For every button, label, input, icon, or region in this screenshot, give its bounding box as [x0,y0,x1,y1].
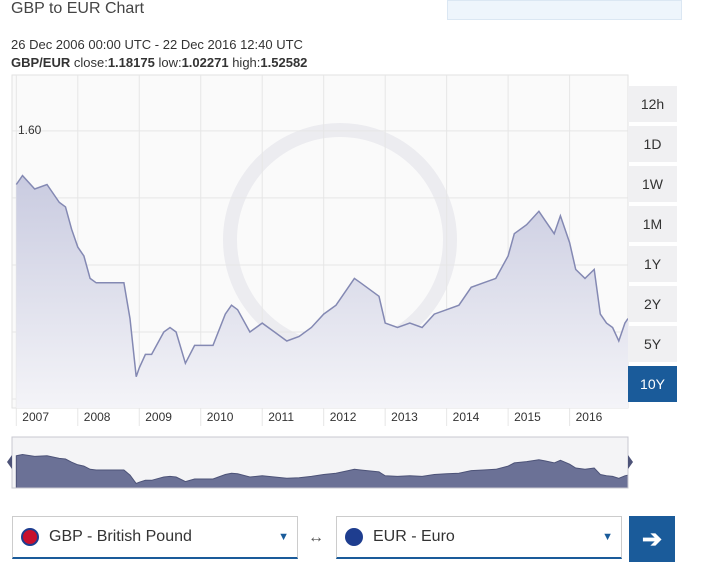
period-button[interactable]: 10Y [628,366,677,402]
y-tick-label: 1.60 [18,123,42,137]
x-tick-label: 2012 [330,410,357,424]
close: 1.18175 [107,55,155,70]
close-label: close: [73,55,108,70]
x-tick-label: 2010 [207,410,234,424]
go-button[interactable]: ➔ [629,516,675,562]
area [16,175,629,408]
x-tick-label: 2011 [268,410,294,424]
flag [21,528,39,546]
x-tick-label: 2013 [391,410,418,424]
line [15,174,629,377]
period-button[interactable]: 1Y [628,246,677,282]
handle [7,455,12,469]
low: 1.02271 [181,55,229,70]
flag [345,528,363,546]
x-tick-label: 2015 [514,410,541,424]
navigator-area [15,453,629,489]
period-button[interactable]: 12h [628,86,677,122]
period-button[interactable]: 1W [628,166,677,202]
period-button[interactable]: 5Y [628,326,677,362]
range: 26 Dec 2006 00:00 UTC - 22 Dec 2016 12:4… [11,37,303,52]
period-button[interactable]: 1M [628,206,677,242]
to-select[interactable]: EUR - Euro ▼ [336,516,622,559]
x-tick-label: 2014 [453,410,480,424]
high-label: high: [232,55,261,70]
info: 26 Dec 2006 00:00 UTC - 22 Dec 2016 12:4… [11,36,351,72]
to-label: EUR - Euro [373,528,455,545]
low-label: low: [158,55,182,70]
from-select[interactable]: GBP - British Pound ▼ [12,516,298,559]
chart: 1.001.151.301.451.6020072008200920102011… [7,74,633,489]
x-tick-label: 2008 [84,410,111,424]
period-button[interactable]: 2Y [628,286,677,322]
from-label: GBP - British Pound [49,528,192,545]
x-tick-label: 2009 [145,410,172,424]
x-tick-label: 2007 [22,410,49,424]
title: GBP to EUR Chart [11,0,145,17]
panel [447,0,682,20]
swap[interactable]: ↔ [308,529,324,546]
handle [628,455,633,469]
period-button[interactable]: 1D [628,126,677,162]
x-tick-label: 2016 [576,410,603,424]
high: 1.52582 [260,55,308,70]
pair: GBP/EUR [11,55,71,70]
